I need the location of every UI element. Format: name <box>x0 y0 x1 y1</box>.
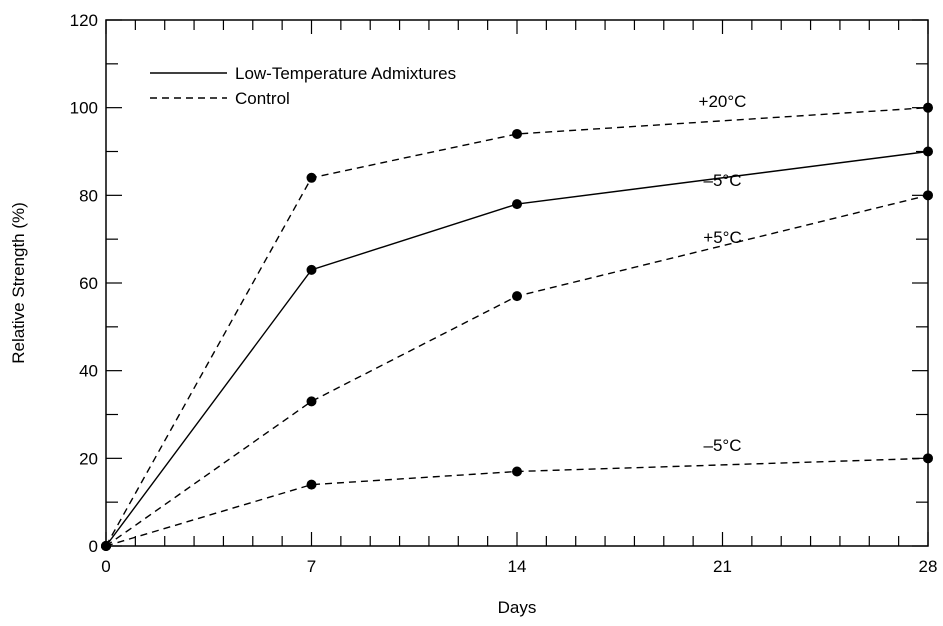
x-tick-label: 7 <box>307 557 316 576</box>
data-point <box>923 146 933 157</box>
series-label: –5°C <box>704 436 742 455</box>
data-point <box>306 479 317 490</box>
data-point <box>512 128 522 139</box>
y-tick-label: 80 <box>79 186 98 205</box>
series-label: +5°C <box>703 228 741 247</box>
series-4 <box>101 453 933 551</box>
series-1 <box>101 102 933 551</box>
series-line <box>105 150 929 547</box>
y-tick-label: 100 <box>70 99 98 118</box>
data-point <box>101 541 111 551</box>
data-point <box>923 453 933 464</box>
data-point <box>512 291 522 302</box>
data-point <box>306 264 317 275</box>
series-3 <box>101 190 933 551</box>
legend: Low-Temperature Admixtures Control <box>150 64 456 108</box>
data-point <box>512 466 522 477</box>
y-tick-label: 60 <box>79 274 98 293</box>
legend-label: Control <box>235 89 290 108</box>
series-group <box>101 102 933 551</box>
series-line <box>105 457 929 547</box>
x-tick-label: 21 <box>713 557 732 576</box>
x-tick-label: 28 <box>919 557 938 576</box>
series-2 <box>101 146 933 551</box>
x-tick-label: 0 <box>101 557 110 576</box>
tick-labels: 0 7 14 21 28 0 20 40 60 80 100 120 <box>70 11 938 576</box>
series-line <box>105 106 929 547</box>
legend-label: Low-Temperature Admixtures <box>235 64 456 83</box>
series-label: +20°C <box>699 92 747 111</box>
data-point <box>306 396 317 407</box>
x-tick-label: 14 <box>508 557 527 576</box>
data-point <box>306 172 317 183</box>
data-point <box>512 199 522 210</box>
y-axis-title: Relative Strength (%) <box>9 202 28 364</box>
y-tick-label: 40 <box>79 362 98 381</box>
data-point <box>923 102 933 113</box>
data-point <box>923 190 933 201</box>
y-tick-label: 20 <box>79 449 98 468</box>
y-tick-label: 0 <box>89 537 98 556</box>
series-label: –5°C <box>704 171 742 190</box>
plot-area-frame <box>105 19 929 547</box>
x-axis-title: Days <box>498 598 537 617</box>
series-line <box>105 194 929 547</box>
series-labels: +20°C –5°C +5°C –5°C <box>699 92 747 455</box>
y-tick-label: 120 <box>70 11 98 30</box>
